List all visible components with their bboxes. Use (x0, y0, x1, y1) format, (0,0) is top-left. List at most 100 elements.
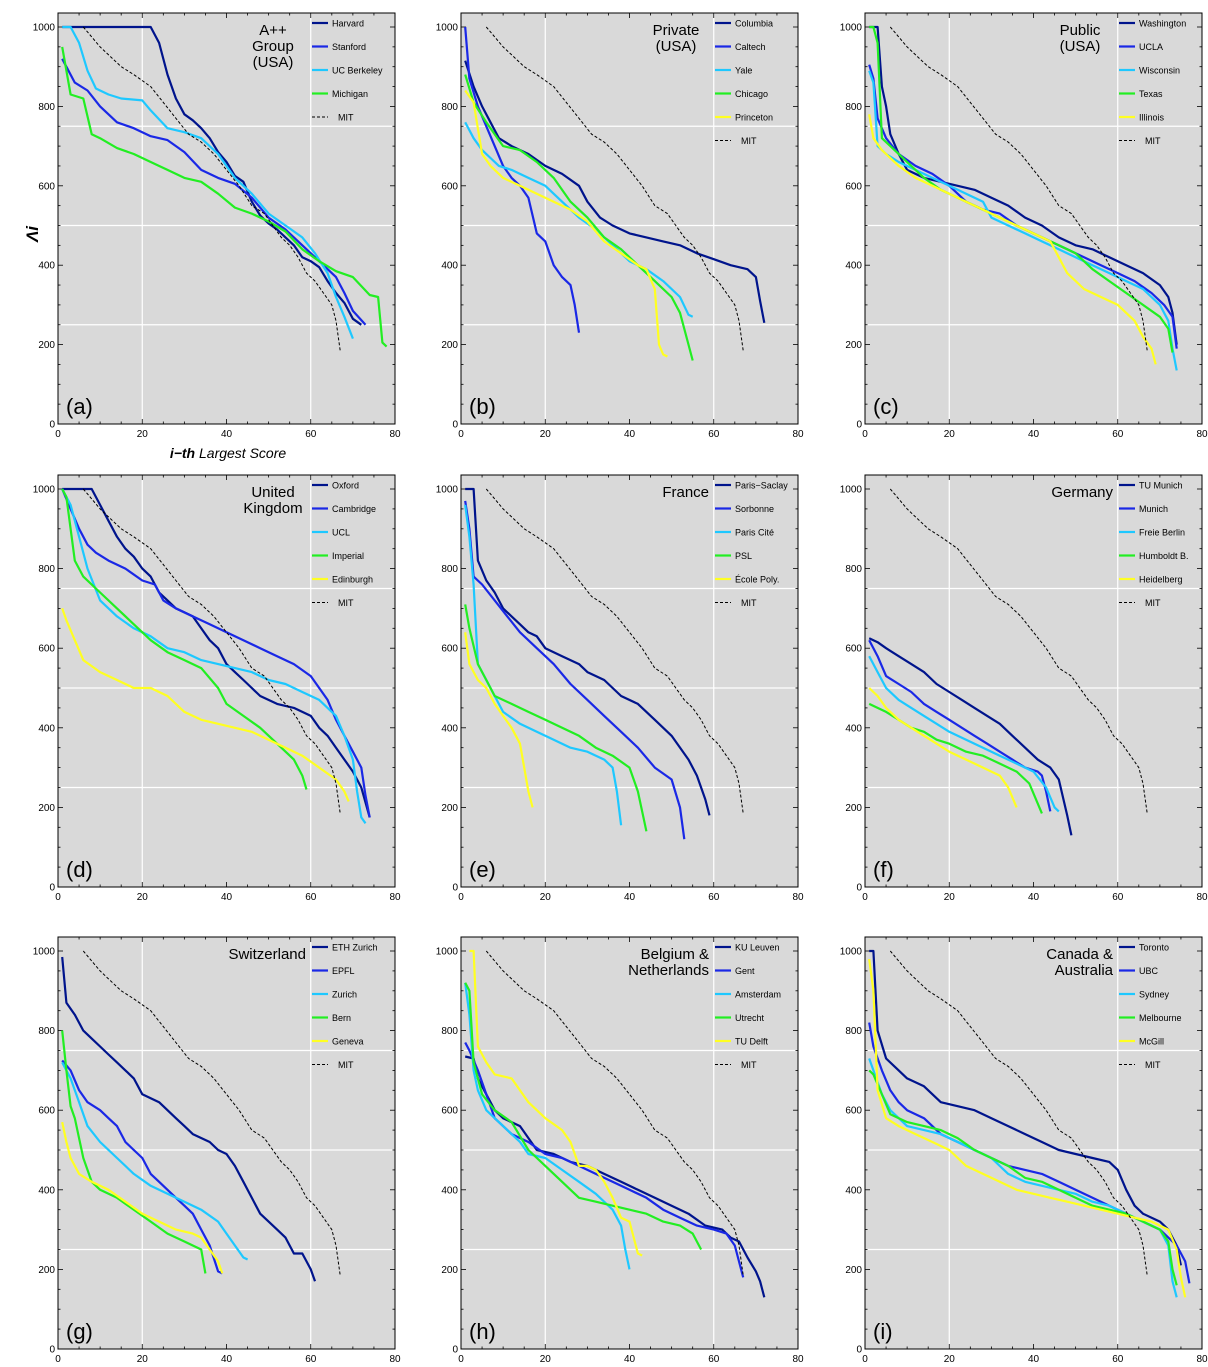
x-tick-label: 80 (389, 429, 401, 440)
x-tick-label: 0 (55, 429, 61, 440)
y-tick-label: 1000 (33, 485, 56, 496)
series-line-mit (82, 488, 341, 814)
x-tick-label: 60 (1112, 429, 1124, 440)
series-line-mit (889, 488, 1148, 814)
legend-entry: Columbia (735, 19, 773, 29)
legend-entry: MIT (1145, 136, 1161, 146)
x-tick-label: 20 (137, 1354, 149, 1365)
legend-entry: Washington (1139, 19, 1186, 29)
y-tick-label: 0 (452, 420, 458, 431)
series-line-chicago (464, 74, 694, 361)
series-line-humboldt-b- (868, 702, 1043, 814)
y-tick-label: 200 (845, 1265, 862, 1276)
legend-entry: UCLA (1139, 42, 1163, 52)
legend-entry: Sorbonne (735, 504, 774, 514)
x-tick-label: 40 (624, 892, 636, 903)
series-line--cole-poly- (464, 632, 534, 808)
legend-entry: Wisconsin (1139, 66, 1180, 76)
series-line-geneva (61, 1121, 224, 1274)
legend-entry: Zurich (332, 990, 357, 1000)
y-tick-label: 600 (38, 1106, 55, 1117)
series-line-zurich (61, 1061, 249, 1261)
legend-entry: Amsterdam (735, 990, 781, 1000)
x-tick-label: 20 (137, 429, 149, 440)
legend-entry: UC Berkeley (332, 66, 383, 76)
x-tick-label: 20 (944, 1354, 956, 1365)
series-line-freie-berlin (868, 655, 1060, 813)
legend-entry: MIT (338, 113, 354, 123)
x-tick-label: 80 (792, 1354, 804, 1365)
panel-label: (h) (469, 1319, 496, 1344)
series-line-mit (82, 950, 341, 1276)
y-tick-label: 800 (845, 102, 862, 113)
y-tick-label: 1000 (436, 947, 459, 958)
series-line-mit (889, 950, 1148, 1276)
legend-entry: MIT (338, 598, 354, 608)
y-tick-label: 800 (441, 564, 458, 575)
panel-label: (f) (873, 857, 894, 882)
x-tick-label: 20 (540, 1354, 552, 1365)
x-axis-label: i−th Largest Score (170, 445, 287, 461)
x-tick-label: 80 (389, 892, 401, 903)
legend-entry: Humboldt B. (1139, 551, 1189, 561)
x-tick-label: 0 (458, 1354, 464, 1365)
plot-background (461, 13, 798, 424)
chart-title-line: France (662, 484, 709, 501)
series-line-paris-saclay (465, 487, 711, 816)
series-line-mit (485, 26, 744, 351)
y-tick-label: 0 (856, 883, 862, 894)
legend-entry: Yale (735, 66, 752, 76)
x-tick-label: 40 (221, 892, 233, 903)
plot-background (58, 13, 395, 424)
chart-title-line: Private (653, 22, 700, 39)
x-axis-label-bold: i−th (170, 445, 195, 461)
legend-entry: Bern (332, 1013, 351, 1023)
y-tick-label: 200 (441, 340, 458, 351)
legend-entry: MIT (741, 1060, 757, 1070)
y-tick-label: 800 (441, 102, 458, 113)
series-line-heidelberg (868, 687, 1018, 808)
y-tick-label: 800 (38, 564, 55, 575)
x-tick-label: 0 (458, 429, 464, 440)
y-tick-label: 600 (845, 181, 862, 192)
x-tick-label: 20 (540, 892, 552, 903)
legend-entry: Imperial (332, 551, 364, 561)
series-line-columbia (464, 60, 766, 324)
series-line-bern (61, 1030, 207, 1274)
y-tick-label: 0 (49, 883, 55, 894)
plot-background (461, 937, 798, 1349)
legend-entry: Munich (1139, 504, 1168, 514)
legend-entry: Texas (1139, 89, 1163, 99)
legend-entry: Heidelberg (1139, 575, 1183, 585)
chart-title-line: (USA) (1060, 38, 1101, 55)
legend-entry: Utrecht (735, 1013, 765, 1023)
y-tick-label: 800 (441, 1026, 458, 1037)
panel-label: (i) (873, 1319, 893, 1344)
series-line-epfl (61, 1059, 223, 1275)
legend-entry: MIT (1145, 598, 1161, 608)
y-tick-label: 400 (38, 261, 55, 272)
series-line-tu-munich (868, 637, 1073, 836)
chart-title-line: (USA) (253, 54, 294, 71)
x-axis-label-rest: Largest Score (195, 445, 286, 461)
legend-entry: UBC (1139, 966, 1159, 976)
y-tick-label: 400 (845, 1185, 862, 1196)
x-tick-label: 60 (305, 892, 317, 903)
legend-entry: Princeton (735, 113, 773, 123)
y-tick-label: 1000 (436, 23, 459, 34)
x-tick-label: 80 (792, 892, 804, 903)
series-line-edinburgh (61, 608, 350, 802)
x-tick-label: 40 (624, 1354, 636, 1365)
series-line-melbourne (868, 1069, 1178, 1286)
legend-entry: Toronto (1139, 943, 1169, 953)
y-tick-label: 400 (441, 261, 458, 272)
x-tick-label: 60 (305, 1354, 317, 1365)
x-tick-label: 60 (1112, 1354, 1124, 1365)
legend-entry: EPFL (332, 966, 355, 976)
chart-title-line: Public (1060, 22, 1101, 39)
x-tick-label: 40 (1028, 1354, 1040, 1365)
